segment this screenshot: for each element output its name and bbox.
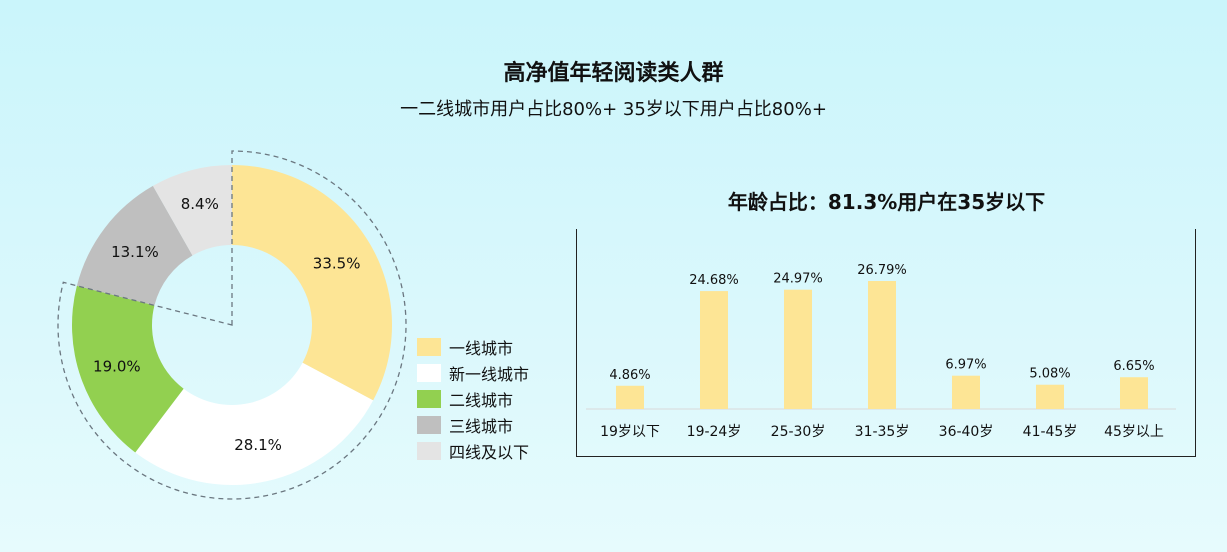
donut-label-tier3: 13.1% — [111, 243, 159, 261]
donut-label-tier1: 33.5% — [313, 254, 361, 272]
bar-value-label-2: 24.97% — [773, 272, 823, 287]
age-bar-chart: 4.86% 19岁以下 24.68% 19-24岁 24.97% 25-30岁 26.79%… — [586, 263, 1176, 440]
bar-value-label-1: 24.68% — [689, 273, 739, 288]
legend-swatch-tier2 — [417, 390, 441, 408]
bar-category-label-2: 25-30岁 — [771, 424, 826, 440]
legend-item-tier4: 四线及以下 — [417, 438, 529, 464]
legend-label-tier3: 三线城市 — [449, 417, 514, 436]
donut-slice-tier4 — [152, 165, 232, 256]
bar-6 — [1120, 377, 1148, 409]
legend-label-new-tier1: 新一线城市 — [449, 365, 530, 384]
donut-label-new-tier1: 28.1% — [234, 436, 282, 454]
bar-4 — [952, 375, 980, 409]
legend-label-tier2: 二线城市 — [449, 391, 514, 410]
legend-item-tier3: 三线城市 — [417, 412, 529, 438]
legend-item-tier2: 二线城市 — [417, 386, 529, 412]
bar-category-label-1: 19-24岁 — [687, 424, 742, 440]
donut-legend: 一线城市 新一线城市 二线城市 三线城市 四线及以下 — [417, 334, 529, 464]
donut-label-tier2: 19.0% — [93, 357, 141, 375]
donut-highlight-outline — [57, 150, 407, 500]
bar-category-label-3: 31-35岁 — [855, 424, 910, 440]
bar-category-label-5: 41-45岁 — [1023, 424, 1078, 440]
donut-slice-tier2 — [72, 285, 184, 453]
legend-item-new-tier1: 新一线城市 — [417, 360, 529, 386]
bar-category-label-0: 19岁以下 — [600, 424, 660, 440]
legend-swatch-tier3 — [417, 416, 441, 434]
bar-category-label-6: 45岁以上 — [1104, 424, 1164, 440]
bar-5 — [1036, 384, 1064, 409]
legend-item-tier1: 一线城市 — [417, 334, 529, 360]
legend-swatch-tier4 — [417, 442, 441, 460]
donut-slice-tier3 — [76, 185, 193, 306]
legend-swatch-new-tier1 — [417, 364, 441, 382]
bar-2 — [784, 289, 812, 409]
chart-title: 高净值年轻阅读类人群 — [503, 61, 724, 86]
city-tier-donut-chart: 33.5% 28.1% 19.0% 13.1% 8.4% — [57, 150, 407, 500]
chart-subtitle: 一二线城市用户占比80%+ 35岁以下用户占比80%+ — [400, 99, 827, 120]
bar-value-label-5: 5.08% — [1029, 367, 1070, 382]
bar-value-label-0: 4.86% — [609, 368, 650, 383]
legend-label-tier1: 一线城市 — [449, 339, 514, 358]
bar-value-label-3: 26.79% — [857, 263, 907, 278]
legend-swatch-tier1 — [417, 338, 441, 356]
bar-value-label-6: 6.65% — [1113, 359, 1154, 374]
bar-3 — [868, 281, 896, 409]
legend-label-tier4: 四线及以下 — [449, 443, 530, 462]
bar-1 — [700, 291, 728, 409]
bar-chart-title: 年龄占比：81.3%用户在35岁以下 — [727, 190, 1046, 214]
bar-0 — [616, 385, 644, 409]
bar-category-label-4: 36-40岁 — [939, 424, 994, 440]
bar-value-label-4: 6.97% — [945, 358, 986, 373]
bar-chart-frame — [576, 229, 1196, 457]
donut-slice-new-tier1 — [135, 362, 374, 485]
donut-label-tier4: 8.4% — [181, 195, 219, 213]
donut-slice-tier1 — [232, 165, 392, 401]
